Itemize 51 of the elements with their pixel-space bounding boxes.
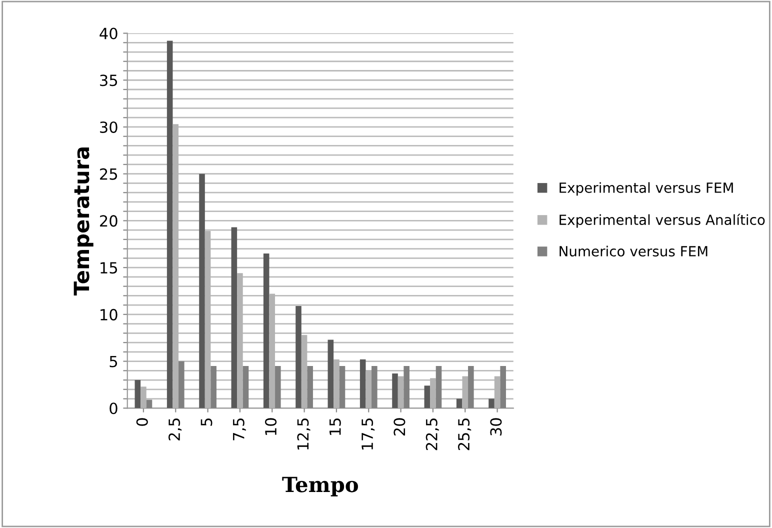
bar: [307, 366, 313, 408]
x-tick-label: 10: [265, 418, 277, 435]
x-tick-label: 17,5: [362, 418, 375, 450]
bar: [398, 376, 404, 408]
y-tick-label: 10: [100, 308, 118, 320]
y-tick-label: 40: [100, 28, 118, 40]
y-tick-label: 0: [110, 402, 118, 414]
bar: [392, 373, 398, 408]
bar: [231, 227, 238, 408]
x-tick-label: 7,5: [233, 418, 246, 440]
bar: [263, 254, 270, 408]
bar: [210, 366, 216, 408]
bar: [134, 380, 141, 408]
y-tick-label: 25: [100, 168, 118, 180]
bar: [339, 366, 346, 408]
bar: [146, 400, 152, 408]
bar: [436, 366, 442, 408]
x-tick-label: 20: [394, 418, 406, 436]
bar: [178, 361, 184, 408]
legend-label: Experimental versus Analítico: [560, 214, 765, 228]
bar: [468, 366, 474, 408]
x-tick-label: 25,5: [458, 418, 472, 450]
bar: [488, 398, 494, 408]
x-tick-label: 2,5: [168, 418, 182, 440]
x-tick-label: 30: [490, 418, 502, 436]
bar: [275, 366, 281, 408]
y-tick-label: 15: [100, 262, 118, 274]
y-tick-label: 30: [100, 121, 118, 134]
bar: [199, 174, 205, 408]
x-tick-label: 12,5: [297, 418, 310, 450]
bar: [242, 366, 249, 408]
x-tick-label: 5: [200, 418, 212, 426]
y-tick-label: 35: [100, 74, 118, 86]
y-tick-label: 20: [100, 215, 118, 227]
bar: [404, 366, 410, 408]
legend-label: Numerico versus FEM: [560, 246, 708, 257]
x-axis-title: Tempo: [282, 476, 358, 496]
bar: [360, 359, 366, 408]
bar: [456, 398, 462, 408]
bar: [166, 40, 173, 408]
bar: [372, 366, 378, 408]
y-axis-title: Temperatura: [74, 147, 94, 296]
legend-label: Experimental versus FEM: [560, 182, 733, 196]
x-tick-label: 0: [136, 418, 148, 426]
x-tick-label: 15: [330, 418, 341, 435]
bar: [424, 386, 430, 408]
y-tick-label: 5: [110, 356, 118, 368]
x-tick-label: 22,5: [426, 418, 439, 450]
bar: [500, 366, 506, 408]
bar: [328, 340, 334, 408]
bar: [296, 306, 302, 408]
